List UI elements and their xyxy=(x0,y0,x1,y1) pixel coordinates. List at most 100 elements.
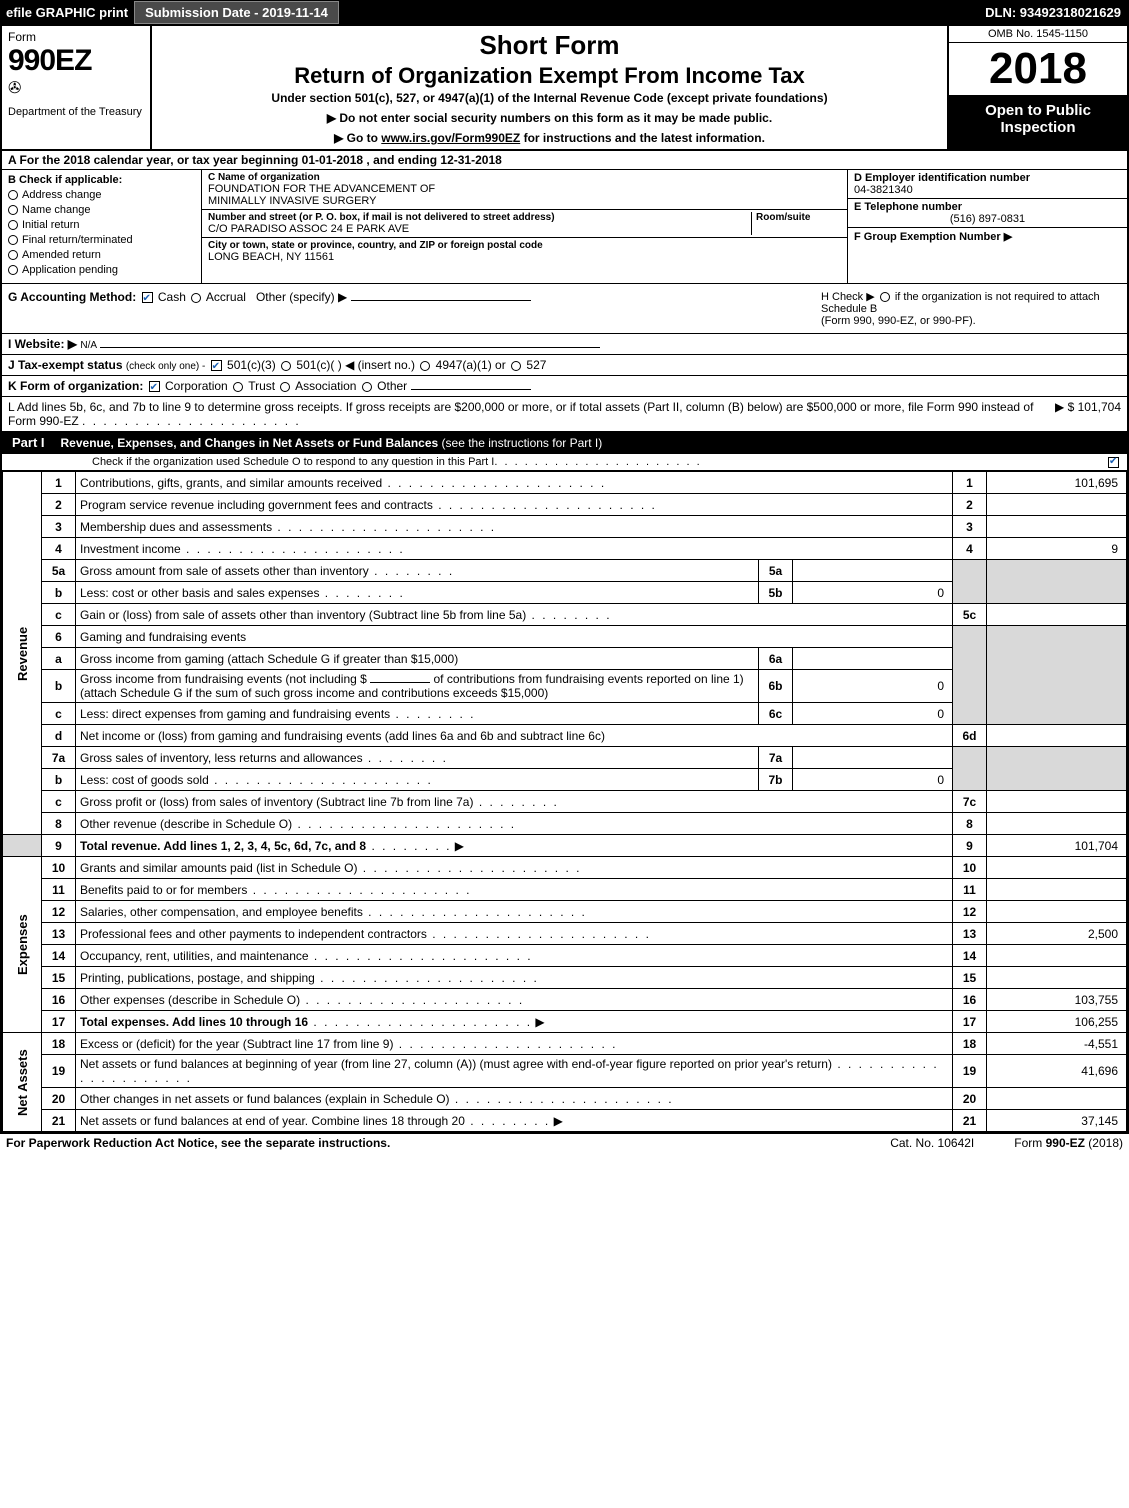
org-name-cell: C Name of organization FOUNDATION FOR TH… xyxy=(202,170,847,210)
org-name-2: MINIMALLY INVASIVE SURGERY xyxy=(208,195,841,207)
amt-8 xyxy=(987,813,1127,835)
radio-icon xyxy=(8,265,18,275)
part1-sub: Check if the organization used Schedule … xyxy=(2,454,1127,471)
amt-13: 2,500 xyxy=(987,923,1127,945)
part1-header: Part I Revenue, Expenses, and Changes in… xyxy=(2,432,1127,454)
chk-corporation[interactable] xyxy=(149,381,160,392)
chk-name-change[interactable]: Name change xyxy=(8,204,195,216)
revenue-label: Revenue xyxy=(3,472,42,835)
website-value: N/A xyxy=(80,340,97,351)
amt-10 xyxy=(987,857,1127,879)
row-j: J Tax-exempt status (check only one) - 5… xyxy=(2,355,1127,376)
irs-link[interactable]: www.irs.gov/Form990EZ xyxy=(381,131,520,145)
table-row: 13 Professional fees and other payments … xyxy=(3,923,1127,945)
chk-initial-return[interactable]: Initial return xyxy=(8,219,195,231)
ein-value: 04-3821340 xyxy=(854,184,1121,196)
c-label: C Name of organization xyxy=(208,172,841,183)
instr-goto: ▶ Go to www.irs.gov/Form990EZ for instru… xyxy=(162,131,937,145)
table-row: Net Assets 18 Excess or (deficit) for th… xyxy=(3,1033,1127,1055)
chk-amended-return[interactable]: Amended return xyxy=(8,249,195,261)
amt-7c xyxy=(987,791,1127,813)
chk-501c3[interactable] xyxy=(211,360,222,371)
l-amount: 101,704 xyxy=(1078,400,1121,414)
part1-tag: Part I xyxy=(2,432,55,453)
form-number: 990EZ xyxy=(8,44,144,78)
row-i: I Website: ▶ N/A xyxy=(2,334,1127,355)
box-c: C Name of organization FOUNDATION FOR TH… xyxy=(202,170,847,283)
amt-20 xyxy=(987,1088,1127,1110)
table-row: 6 Gaming and fundraising events xyxy=(3,626,1127,648)
table-row: 9 Total revenue. Add lines 1, 2, 3, 4, 5… xyxy=(3,835,1127,857)
table-row: 16 Other expenses (describe in Schedule … xyxy=(3,989,1127,1011)
l-arrow: ▶ $ xyxy=(1055,400,1074,414)
table-row: 21 Net assets or fund balances at end of… xyxy=(3,1110,1127,1132)
amt-7b: 0 xyxy=(793,769,953,791)
e-label: E Telephone number xyxy=(854,201,1121,213)
amt-17: 106,255 xyxy=(987,1011,1127,1033)
amt-6c: 0 xyxy=(793,703,953,725)
radio-icon xyxy=(8,235,18,245)
phone-cell: E Telephone number (516) 897-0831 xyxy=(848,199,1127,228)
chk-cash[interactable] xyxy=(142,292,153,303)
radio-icon xyxy=(8,205,18,215)
footer-formref: Form 990-EZ (2018) xyxy=(1014,1136,1123,1150)
submission-date-button[interactable]: Submission Date - 2019-11-14 xyxy=(134,1,339,24)
page-footer: For Paperwork Reduction Act Notice, see … xyxy=(0,1134,1129,1152)
chk-4947[interactable] xyxy=(420,361,430,371)
table-row: 3 Membership dues and assessments 3 xyxy=(3,516,1127,538)
table-row: 8 Other revenue (describe in Schedule O)… xyxy=(3,813,1127,835)
chk-address-change[interactable]: Address change xyxy=(8,189,195,201)
table-row: 5a Gross amount from sale of assets othe… xyxy=(3,560,1127,582)
box-b: B Check if applicable: Address change Na… xyxy=(2,170,202,283)
city-value: LONG BEACH, NY 11561 xyxy=(208,251,841,263)
expenses-label: Expenses xyxy=(3,857,42,1033)
j-label: J Tax-exempt status xyxy=(8,358,123,372)
chk-501c[interactable] xyxy=(281,361,291,371)
table-row: 11 Benefits paid to or for members 11 xyxy=(3,879,1127,901)
part1-title: Revenue, Expenses, and Changes in Net As… xyxy=(55,433,1127,453)
phone-value: (516) 897-0831 xyxy=(854,213,1121,225)
table-row: d Net income or (loss) from gaming and f… xyxy=(3,725,1127,747)
dept-treasury: Department of the Treasury xyxy=(8,106,144,118)
tax-year: 2018 xyxy=(949,43,1127,96)
box-b-heading: B Check if applicable: xyxy=(8,174,195,186)
chk-final-return[interactable]: Final return/terminated xyxy=(8,234,195,246)
chk-schedule-o[interactable] xyxy=(1108,457,1119,468)
efile-label: efile GRAPHIC print xyxy=(0,5,134,20)
chk-trust[interactable] xyxy=(233,382,243,392)
chk-accrual[interactable] xyxy=(191,293,201,303)
form-title: Return of Organization Exempt From Incom… xyxy=(162,63,937,89)
chk-association[interactable] xyxy=(280,382,290,392)
instr-goto-post: for instructions and the latest informat… xyxy=(520,131,765,145)
amt-12 xyxy=(987,901,1127,923)
table-row: 4 Investment income 4 9 xyxy=(3,538,1127,560)
form-header: Form 990EZ ✇ Department of the Treasury … xyxy=(2,26,1127,151)
chk-h[interactable] xyxy=(880,292,890,302)
city-cell: City or town, state or province, country… xyxy=(202,238,847,265)
chk-application-pending[interactable]: Application pending xyxy=(8,264,195,276)
table-row: 2 Program service revenue including gove… xyxy=(3,494,1127,516)
row-h: H Check ▶ if the organization is not req… xyxy=(821,290,1121,327)
amt-5b: 0 xyxy=(793,582,953,604)
table-row: 17 Total expenses. Add lines 10 through … xyxy=(3,1011,1127,1033)
chk-527[interactable] xyxy=(511,361,521,371)
table-row: 20 Other changes in net assets or fund b… xyxy=(3,1088,1127,1110)
form-outer: Form 990EZ ✇ Department of the Treasury … xyxy=(0,24,1129,1134)
radio-icon xyxy=(8,190,18,200)
l-dots xyxy=(82,414,301,428)
amt-21: 37,145 xyxy=(987,1110,1127,1132)
table-row: Expenses 10 Grants and similar amounts p… xyxy=(3,857,1127,879)
part1-table: Revenue 1 Contributions, gifts, grants, … xyxy=(2,471,1127,1132)
chk-other-org[interactable] xyxy=(362,382,372,392)
amt-4: 9 xyxy=(987,538,1127,560)
period-begin: 01-01-2018 xyxy=(302,153,363,167)
table-row: Revenue 1 Contributions, gifts, grants, … xyxy=(3,472,1127,494)
amt-18: -4,551 xyxy=(987,1033,1127,1055)
instr-goto-pre: ▶ Go to xyxy=(334,131,381,145)
radio-icon xyxy=(8,250,18,260)
org-name-1: FOUNDATION FOR THE ADVANCEMENT OF xyxy=(208,183,841,195)
amt-16: 103,755 xyxy=(987,989,1127,1011)
dln-label: DLN: 93492318021629 xyxy=(977,5,1129,20)
amt-11 xyxy=(987,879,1127,901)
other-specify-input[interactable] xyxy=(351,300,531,301)
